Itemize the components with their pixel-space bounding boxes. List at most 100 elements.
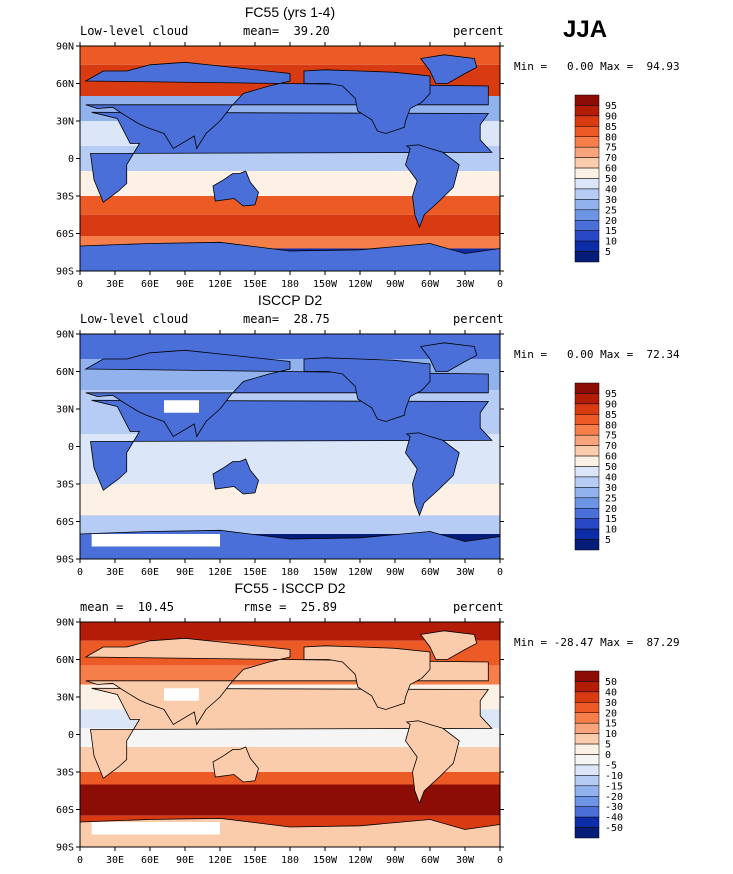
- lon-label: 150E: [243, 279, 267, 290]
- colorbar-swatch: [574, 126, 600, 137]
- lat-label: 60S: [56, 805, 74, 816]
- lon-label: 150W: [313, 855, 338, 866]
- colorbar-swatch: [574, 94, 600, 106]
- panel-title: FC55 - ISCCP D2: [234, 580, 346, 596]
- variable-label: Low-level cloud: [80, 24, 189, 38]
- colorbar-label: 20: [605, 504, 617, 515]
- colorbar-label: 25: [605, 205, 617, 216]
- lon-label: 90E: [176, 279, 194, 290]
- lon-label: 120E: [208, 279, 232, 290]
- colorbar-swatch: [574, 382, 600, 394]
- colorbar-swatch: [574, 528, 600, 540]
- colorbar-swatch: [574, 796, 600, 807]
- colorbar-swatch: [574, 670, 600, 682]
- colorbar-label: 90: [605, 111, 617, 122]
- coastline: [405, 720, 460, 805]
- coastline: [419, 54, 478, 84]
- lon-label: 120E: [208, 567, 232, 578]
- lon-label: 0: [77, 567, 83, 578]
- colorbar-swatch: [574, 476, 600, 488]
- colorbar-swatch: [574, 199, 600, 211]
- lat-label: 90N: [56, 330, 74, 341]
- colorbar-swatch: [574, 251, 600, 263]
- units-label: percent: [453, 600, 504, 614]
- lat-label: 90N: [56, 618, 74, 629]
- colorbar-label: 10: [605, 729, 617, 740]
- colorbar-label: 95: [605, 389, 617, 400]
- lon-label: 30E: [106, 567, 124, 578]
- lon-label: 60W: [421, 279, 440, 290]
- colorbar-label: 10: [605, 525, 617, 536]
- map-field: [80, 46, 500, 271]
- colorbar-swatch: [574, 508, 600, 519]
- colorbar-swatch: [574, 691, 600, 703]
- colorbar-label: 40: [605, 472, 617, 483]
- colorbar-swatch: [574, 764, 600, 776]
- lon-label: 60W: [421, 855, 440, 866]
- lat-label: 60S: [56, 517, 74, 528]
- lon-label: 30W: [456, 279, 475, 290]
- colorbar-swatch: [574, 681, 600, 693]
- lat-label: 90N: [56, 42, 74, 53]
- panel-difference: FC55 - ISCCP D2 mean = 10.45 rmse = 25.8…: [0, 580, 733, 874]
- colorbar-label: 0: [605, 750, 611, 761]
- colorbar-swatch: [574, 188, 600, 200]
- coastline: [80, 241, 500, 271]
- colorbar-label: -10: [605, 771, 623, 782]
- colorbar-label: 75: [605, 431, 617, 442]
- lat-label: 90S: [56, 843, 74, 854]
- colorbar-swatch: [574, 393, 600, 405]
- colorbar-label: 75: [605, 143, 617, 154]
- colorbar-swatch: [574, 157, 600, 169]
- lon-label: 0: [77, 279, 83, 290]
- coastline: [419, 342, 478, 372]
- colorbar-label: 5: [605, 247, 611, 258]
- lon-label: 180: [281, 279, 299, 290]
- coastline: [303, 645, 431, 710]
- lat-label: 0: [68, 730, 74, 741]
- lon-label: 120W: [348, 279, 373, 290]
- lon-label: 30W: [456, 567, 475, 578]
- lon-label: 90W: [386, 279, 405, 290]
- colorbar-label: -20: [605, 792, 623, 803]
- mean-label: mean= 39.20: [243, 24, 330, 38]
- colorbar-label: 85: [605, 122, 617, 133]
- coastline: [212, 170, 259, 207]
- lon-label: 180: [281, 567, 299, 578]
- lon-label: 90W: [386, 855, 405, 866]
- colorbar-swatch: [574, 743, 600, 755]
- lon-label: 180: [281, 855, 299, 866]
- colorbar-label: 25: [605, 493, 617, 504]
- colorbar-swatch: [574, 105, 600, 117]
- lon-label: 30E: [106, 855, 124, 866]
- minmax-label: Min = 0.00 Max = 72.34: [514, 348, 680, 361]
- colorbar-swatch: [574, 775, 600, 787]
- colorbar-label: 20: [605, 216, 617, 227]
- coastline: [84, 637, 489, 726]
- colorbar-label: 30: [605, 698, 617, 709]
- colorbar-swatch: [574, 230, 600, 242]
- lon-label: 60E: [141, 855, 159, 866]
- colorbar-swatch: [574, 785, 600, 797]
- colorbar-swatch: [574, 827, 600, 839]
- colorbar-label: 40: [605, 184, 617, 195]
- colorbar-label: 80: [605, 420, 617, 431]
- coastline: [405, 432, 460, 517]
- colorbar-label: -5: [605, 760, 617, 771]
- lat-label: 60S: [56, 229, 74, 240]
- coastline: [212, 458, 259, 495]
- colorbar-swatch: [574, 424, 600, 436]
- colorbar-swatch: [574, 146, 600, 158]
- colorbar-label: 70: [605, 441, 617, 452]
- missing-data: [91, 534, 221, 547]
- colorbar-swatch: [574, 167, 600, 179]
- colorbar-swatch: [574, 466, 600, 478]
- map-field: [80, 622, 500, 847]
- lon-label: 0: [77, 855, 83, 866]
- colorbar-swatch: [574, 539, 600, 551]
- panel-title: FC55 (yrs 1-4): [244, 4, 336, 20]
- lat-label: 30S: [56, 480, 74, 491]
- lon-label: 60E: [141, 567, 159, 578]
- season-label: JJA: [563, 16, 608, 43]
